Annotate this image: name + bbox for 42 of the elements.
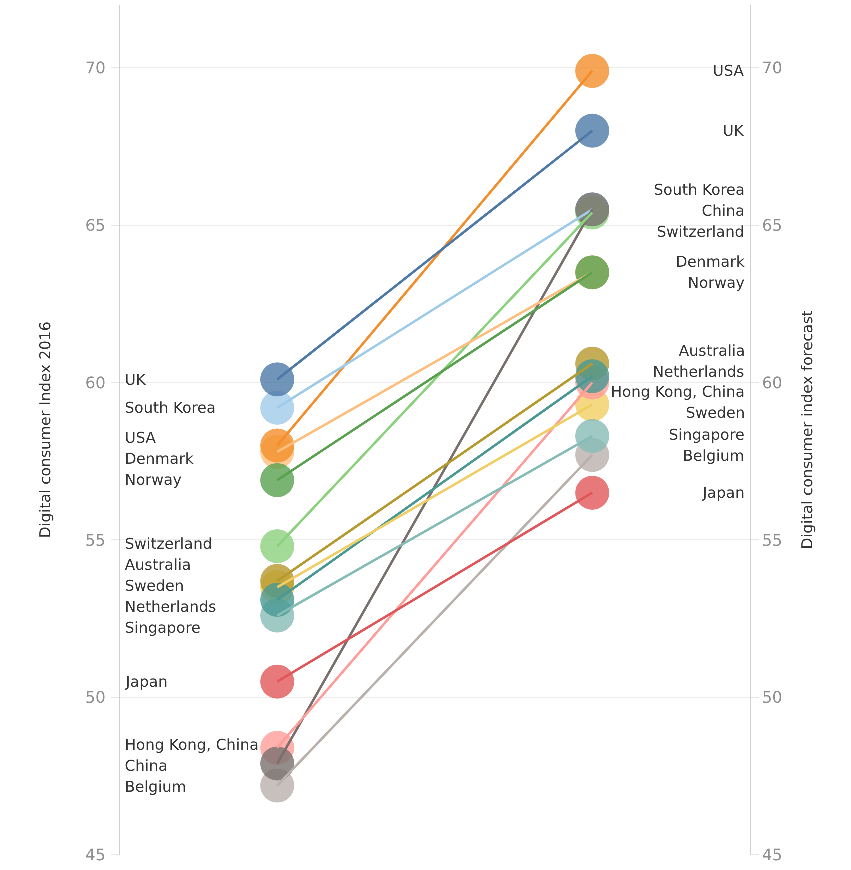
text: China — [125, 757, 168, 775]
y-axis-title: Digital consumer Index 2016 — [36, 322, 55, 538]
y-tick-label: 45 — [85, 846, 106, 865]
text: UK — [125, 371, 146, 389]
text: Australia — [679, 342, 746, 360]
y2-tick-label: 65 — [762, 216, 783, 235]
text: South Korea — [125, 399, 216, 417]
series-label: Hong Kong, China — [611, 383, 745, 401]
y2-tick-label: 45 — [762, 846, 783, 865]
text: Singapore — [125, 619, 201, 637]
y-tick-label: 55 — [85, 530, 106, 550]
y-tick-label: 50 — [85, 688, 106, 708]
text: Japan — [125, 673, 168, 691]
text: Singapore — [669, 426, 745, 444]
text: Hong Kong, China — [125, 736, 259, 754]
y2-axis-title: Digital consumer index forecast — [798, 310, 817, 550]
text: Denmark — [676, 253, 746, 271]
text: USA — [713, 62, 745, 80]
text: Netherlands — [125, 598, 216, 616]
y2-tick-label: 50 — [762, 688, 783, 708]
text: Sweden — [125, 577, 184, 595]
text: Norway — [125, 471, 182, 489]
text: Denmark — [125, 450, 194, 468]
y-tick-label: 65 — [85, 216, 106, 235]
text: Australia — [125, 556, 192, 574]
text: Belgium — [125, 778, 186, 796]
y2-tick-label: 55 — [762, 530, 783, 550]
text: Japan — [703, 484, 745, 502]
text: UK — [723, 122, 745, 140]
text: China — [702, 202, 745, 220]
text: Switzerland — [125, 535, 212, 553]
y2-tick-label: 60 — [762, 373, 783, 392]
text: Switzerland — [657, 223, 744, 241]
y2-tick-label: 70 — [762, 58, 783, 78]
text: Sweden — [686, 404, 746, 422]
y-tick-label: 70 — [85, 58, 106, 78]
text: Norway — [688, 274, 746, 292]
y-tick-label: 60 — [85, 373, 106, 392]
text: Belgium — [683, 447, 744, 465]
text: South Korea — [654, 181, 745, 199]
text: USA — [125, 429, 156, 447]
text: Netherlands — [653, 363, 745, 381]
